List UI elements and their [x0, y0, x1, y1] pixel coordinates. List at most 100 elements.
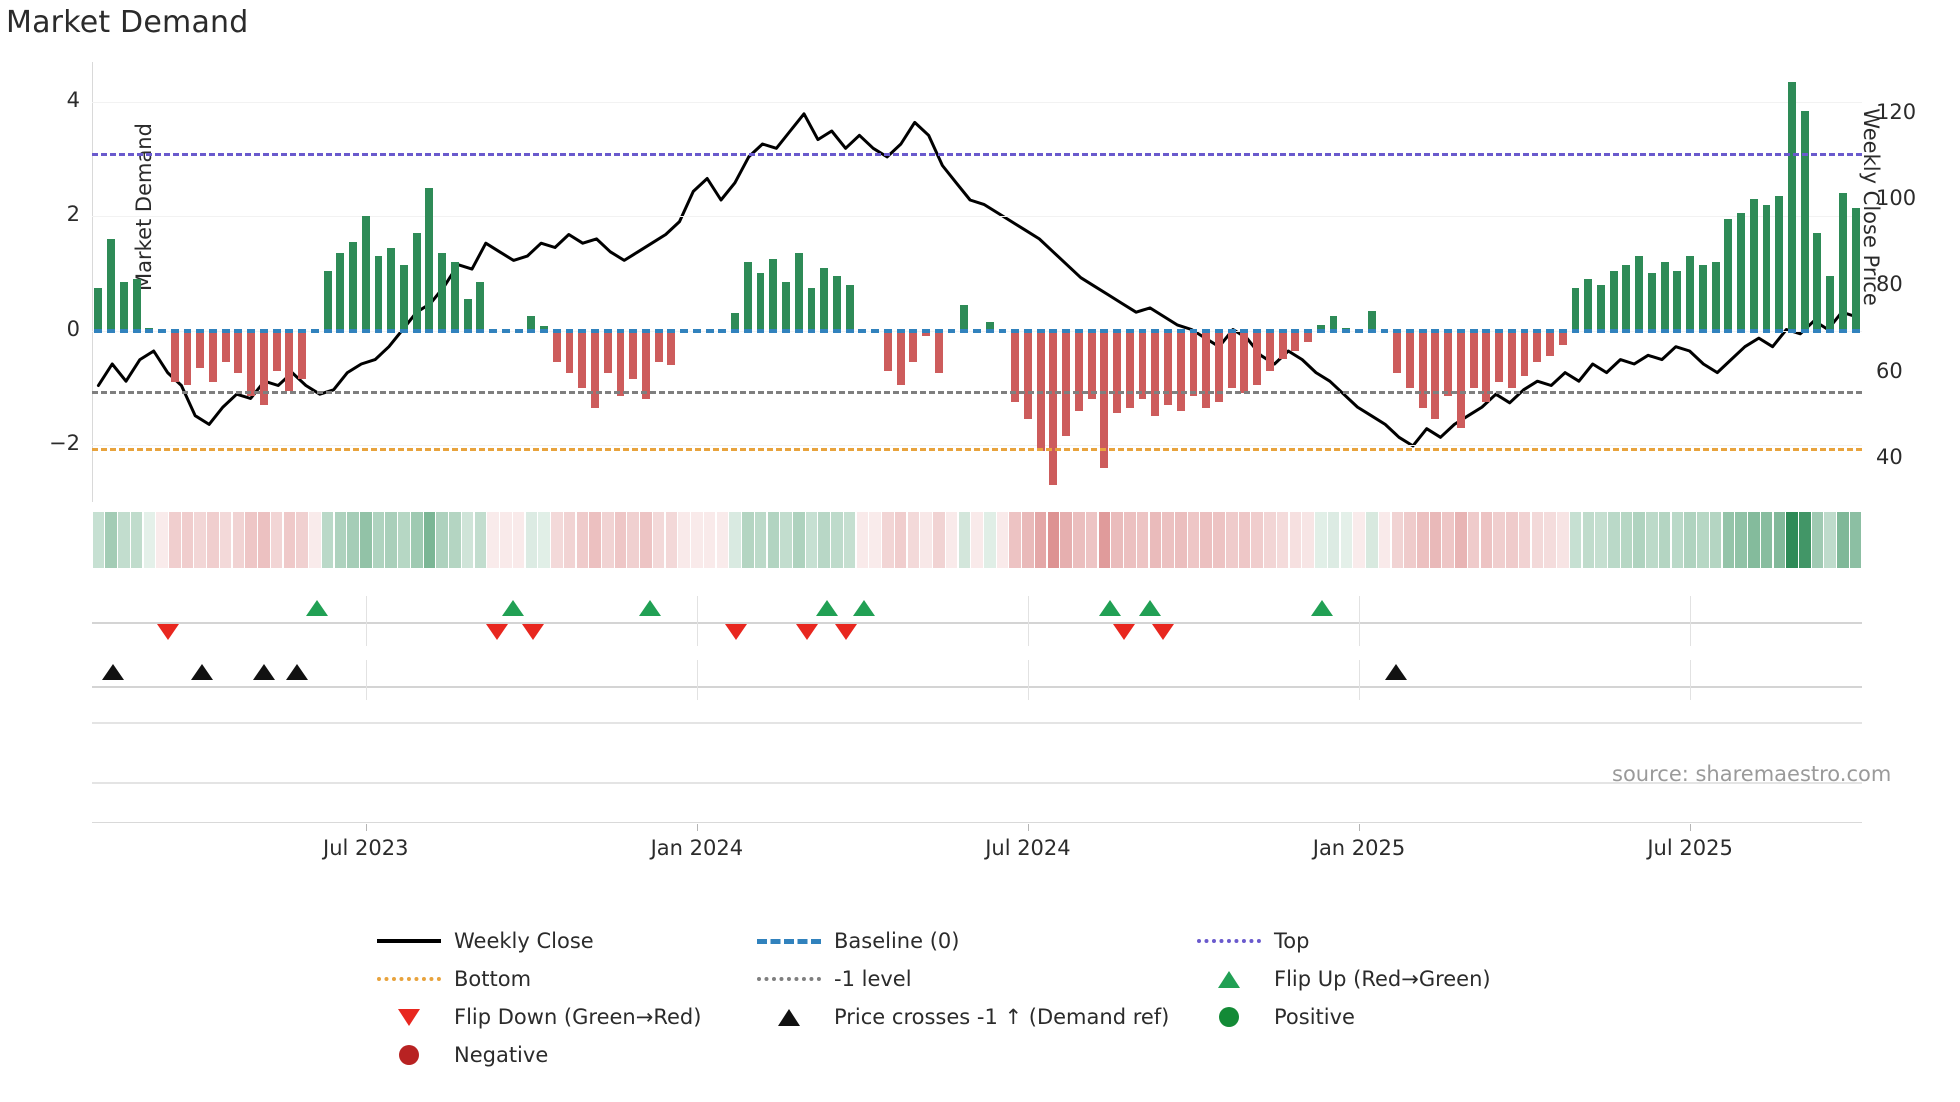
baseline-cap [1546, 328, 1554, 333]
demand-bar [1584, 279, 1593, 331]
price-cross-marker [190, 664, 213, 680]
legend-item-negative[interactable]: Negative [370, 1043, 750, 1067]
demand-bar [298, 330, 307, 380]
baseline-cap [896, 328, 905, 333]
baseline-cap [1316, 328, 1325, 333]
baseline-cap [387, 328, 396, 333]
demand-bar [883, 330, 892, 371]
reference-line-1-level [92, 390, 1862, 394]
legend-item-positive[interactable]: Positive [1190, 1005, 1630, 1029]
heat-cell [156, 512, 168, 568]
legend-item-flip-down[interactable]: Flip Down (Green→Red) [370, 1005, 750, 1029]
demand-bar [807, 287, 816, 331]
baseline-cap [947, 328, 956, 333]
baseline-cap [1240, 328, 1249, 333]
baseline-cap [871, 328, 880, 333]
price-cross-marker [102, 664, 125, 680]
demand-bar [209, 330, 217, 382]
heat-cell [245, 512, 257, 568]
marker-row-tick [1690, 596, 1692, 646]
baseline-cap [1584, 328, 1593, 333]
baseline-cap [1265, 328, 1274, 333]
baseline-cap [973, 328, 981, 333]
flip-down-marker [835, 624, 858, 640]
baseline-cap [1838, 328, 1847, 333]
baseline-cap [998, 328, 1007, 333]
heat-cell [1034, 512, 1047, 568]
baseline-cap [769, 328, 778, 333]
heat-cell [1557, 512, 1569, 568]
legend-item-price-crosses[interactable]: Price crosses -1 ↑ (Demand ref) [750, 1005, 1190, 1029]
baseline-cap [285, 328, 294, 333]
heat-cell [1200, 512, 1213, 568]
baseline-cap [438, 328, 447, 333]
baseline-cap [1342, 328, 1351, 333]
heat-cell [678, 512, 690, 568]
marker-row-tick [696, 660, 698, 700]
baseline-cap [94, 328, 103, 333]
baseline-cap [1023, 328, 1032, 333]
baseline-cap [119, 328, 128, 333]
demand-bar [1023, 330, 1032, 420]
heat-cell [652, 512, 665, 568]
legend-item-top[interactable]: Top [1190, 929, 1630, 953]
demand-bar [1482, 330, 1491, 402]
legend-item-flip-up[interactable]: Flip Up (Red→Green) [1190, 967, 1630, 991]
legend-item-weekly-close[interactable]: Weekly Close [370, 929, 750, 953]
baseline-cap [1724, 328, 1733, 333]
baseline-cap [476, 328, 485, 333]
baseline-cap [196, 328, 205, 333]
x-tick [365, 824, 367, 831]
flip-up-marker [815, 600, 838, 616]
legend-item-minus-one-level[interactable]: -1 level [750, 967, 1190, 991]
heat-cell [296, 512, 308, 568]
heat-cell [1786, 512, 1798, 568]
baseline-cap [361, 328, 370, 333]
x-tick [1359, 824, 1360, 831]
heat-cell [194, 512, 207, 568]
heat-cell [1582, 512, 1595, 568]
heat-cell [130, 512, 143, 568]
baseline-cap [1622, 328, 1631, 333]
price-cross-marker [252, 664, 275, 680]
baseline-cap [1800, 328, 1809, 333]
baseline-cap [170, 328, 179, 333]
heat-cell [1760, 512, 1773, 568]
heat-cell [551, 512, 563, 568]
demand-bar [1597, 284, 1605, 331]
demand-bar [170, 330, 179, 382]
demand-bar [1049, 330, 1058, 485]
demand-bar [349, 242, 357, 331]
heat-cell [780, 512, 792, 568]
demand-bar [361, 216, 370, 331]
demand-bar [1151, 330, 1160, 417]
heat-cell [309, 512, 321, 568]
heat-cell [1799, 512, 1811, 568]
legend-item-baseline[interactable]: Baseline (0) [750, 929, 1190, 953]
demand-bar [1100, 330, 1109, 468]
legend-item-bottom[interactable]: Bottom [370, 967, 750, 991]
heat-cell [1671, 512, 1684, 568]
baseline-cap [1469, 328, 1478, 333]
demand-bar [247, 330, 256, 397]
heat-cell [1697, 512, 1709, 568]
baseline-cap [654, 328, 663, 333]
heat-cell [601, 512, 614, 568]
x-tick-label: Jul 2024 [985, 836, 1071, 860]
page-title: Market Demand [6, 5, 249, 40]
weekly-close-line [96, 112, 1858, 448]
heat-cell [1442, 512, 1454, 568]
heat-cell [691, 512, 703, 568]
demand-bar [1189, 330, 1198, 397]
heat-cell [627, 512, 639, 568]
y-tick-left: 2 [66, 202, 80, 227]
baseline-cap [1151, 328, 1160, 333]
chart-plot-area [92, 62, 1862, 502]
demand-bar [1724, 219, 1733, 331]
demand-bar [1393, 330, 1402, 374]
heat-cell [1162, 512, 1174, 568]
flip-markers-axis [92, 622, 1862, 624]
demand-bar [960, 304, 969, 331]
x-tick [696, 824, 698, 831]
baseline-cap [1571, 328, 1580, 333]
